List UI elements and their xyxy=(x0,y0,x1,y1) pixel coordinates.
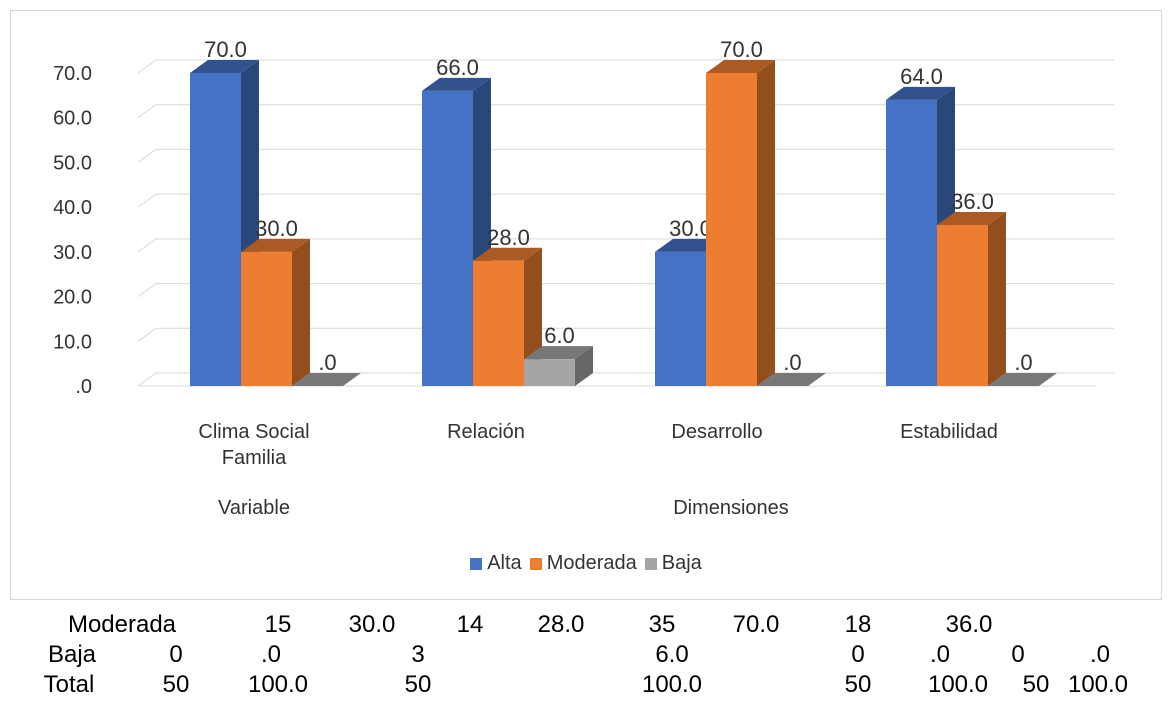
category-label: Estabilidad xyxy=(900,421,998,443)
legend-swatch xyxy=(644,557,657,570)
table-cell: 35 xyxy=(648,611,676,638)
data-label-baja-2: .0 xyxy=(783,350,801,375)
table-cell: 50 xyxy=(162,671,190,698)
data-label-moderada-0: 30.0 xyxy=(255,216,298,241)
gridline-depth xyxy=(137,327,157,342)
legend-item-baja: Baja xyxy=(644,552,702,575)
table-cell: 30.0 xyxy=(348,611,396,638)
data-label-baja-0: .0 xyxy=(318,350,336,375)
data-label-alta-0: 70.0 xyxy=(204,37,247,62)
y-tick-label: 50.0 xyxy=(53,152,92,174)
data-label-moderada-3: 36.0 xyxy=(951,189,994,214)
bar-moderada-0 xyxy=(241,238,310,386)
y-tick-label: 30.0 xyxy=(53,242,92,264)
table-cell: 50 xyxy=(404,671,432,698)
bar-baja-3 xyxy=(988,373,1057,386)
data-label-alta-2: 30.0 xyxy=(669,216,712,241)
category-label: Desarrollo xyxy=(671,421,762,443)
table-cell: 50 xyxy=(1022,671,1050,698)
table-cell: 100.0 xyxy=(927,671,989,698)
table-cell: 100.0 xyxy=(1067,671,1129,698)
gridline-depth xyxy=(137,104,157,119)
gridline-depth xyxy=(137,149,157,163)
data-label-alta-1: 66.0 xyxy=(436,55,479,80)
table-cell: 100.0 xyxy=(247,671,309,698)
table-cell: 3 xyxy=(411,641,425,668)
table-cell: .0 xyxy=(1089,641,1111,668)
chart-area: .0 10.0 20.0 30.0 40.0 50.0 60.0 70.0 70.0 66.0 30… xyxy=(53,37,1114,519)
table-cell: 28.0 xyxy=(537,611,585,638)
data-label-moderada-1: 28.0 xyxy=(487,225,530,250)
bar-baja-0 xyxy=(292,373,361,386)
legend-swatch xyxy=(529,557,542,570)
bar-baja-1 xyxy=(524,346,593,386)
table-cell: 6.0 xyxy=(655,641,689,668)
table-cell: 14 xyxy=(456,611,484,638)
table-cell: 70.0 xyxy=(732,611,780,638)
table-cell: 0 xyxy=(851,641,865,668)
data-label-alta-3: 64.0 xyxy=(900,64,943,89)
table-cell: 0 xyxy=(1011,641,1025,668)
table-cell: .0 xyxy=(260,641,282,668)
data-label-baja-3: .0 xyxy=(1014,350,1032,375)
category-label: Relación xyxy=(447,421,525,443)
data-label-moderada-2: 70.0 xyxy=(720,37,763,62)
table-cell: 100.0 xyxy=(641,671,703,698)
y-tick-label: 60.0 xyxy=(53,108,92,130)
legend-label: Moderada xyxy=(546,552,637,574)
bar-moderada-2 xyxy=(706,60,775,386)
data-label-baja-1: 6.0 xyxy=(544,323,575,348)
table-cell: 0 xyxy=(169,641,183,668)
gridline-depth xyxy=(137,283,157,297)
summary-table: Moderada 15 30.0 14 28.0 35 70.0 18 36.0 Baja 0.0 3… xyxy=(0,612,1172,702)
table-row-label: Total xyxy=(43,671,95,698)
legend-swatch xyxy=(470,557,483,570)
bar-moderada-3 xyxy=(937,212,1006,386)
legend-item-moderada: Moderada xyxy=(529,552,637,575)
gridline-depth xyxy=(137,372,157,387)
table-cell: .0 xyxy=(929,641,951,668)
table-cell: 18 xyxy=(844,611,872,638)
category-label: Clima Social xyxy=(198,421,309,443)
bar-moderada-1 xyxy=(473,247,542,386)
y-tick-label: 40.0 xyxy=(53,197,92,219)
legend-label: Baja xyxy=(661,552,702,574)
group-label: Dimensiones xyxy=(673,497,789,519)
category-label: Familia xyxy=(222,447,287,469)
legend-item-alta: Alta xyxy=(470,552,522,575)
group-label: Variable xyxy=(218,497,290,519)
legend: Alta Moderada Baja xyxy=(0,552,1172,576)
y-tick-label: .0 xyxy=(75,376,92,398)
table-cell: 15 xyxy=(264,611,292,638)
gridline-depth xyxy=(137,238,157,253)
table-row-label: Moderada xyxy=(67,611,177,638)
table-cell: 36.0 xyxy=(945,611,993,638)
y-tick-label: 70.0 xyxy=(53,63,92,85)
gridline-depth xyxy=(137,59,157,74)
y-tick-label: 20.0 xyxy=(53,287,92,309)
bar-baja-2 xyxy=(757,373,826,386)
table-row-label: Baja xyxy=(47,641,97,668)
table-cell: 50 xyxy=(844,671,872,698)
gridline-depth xyxy=(137,193,157,208)
y-tick-label: 10.0 xyxy=(53,331,92,353)
legend-label: Alta xyxy=(487,552,522,574)
